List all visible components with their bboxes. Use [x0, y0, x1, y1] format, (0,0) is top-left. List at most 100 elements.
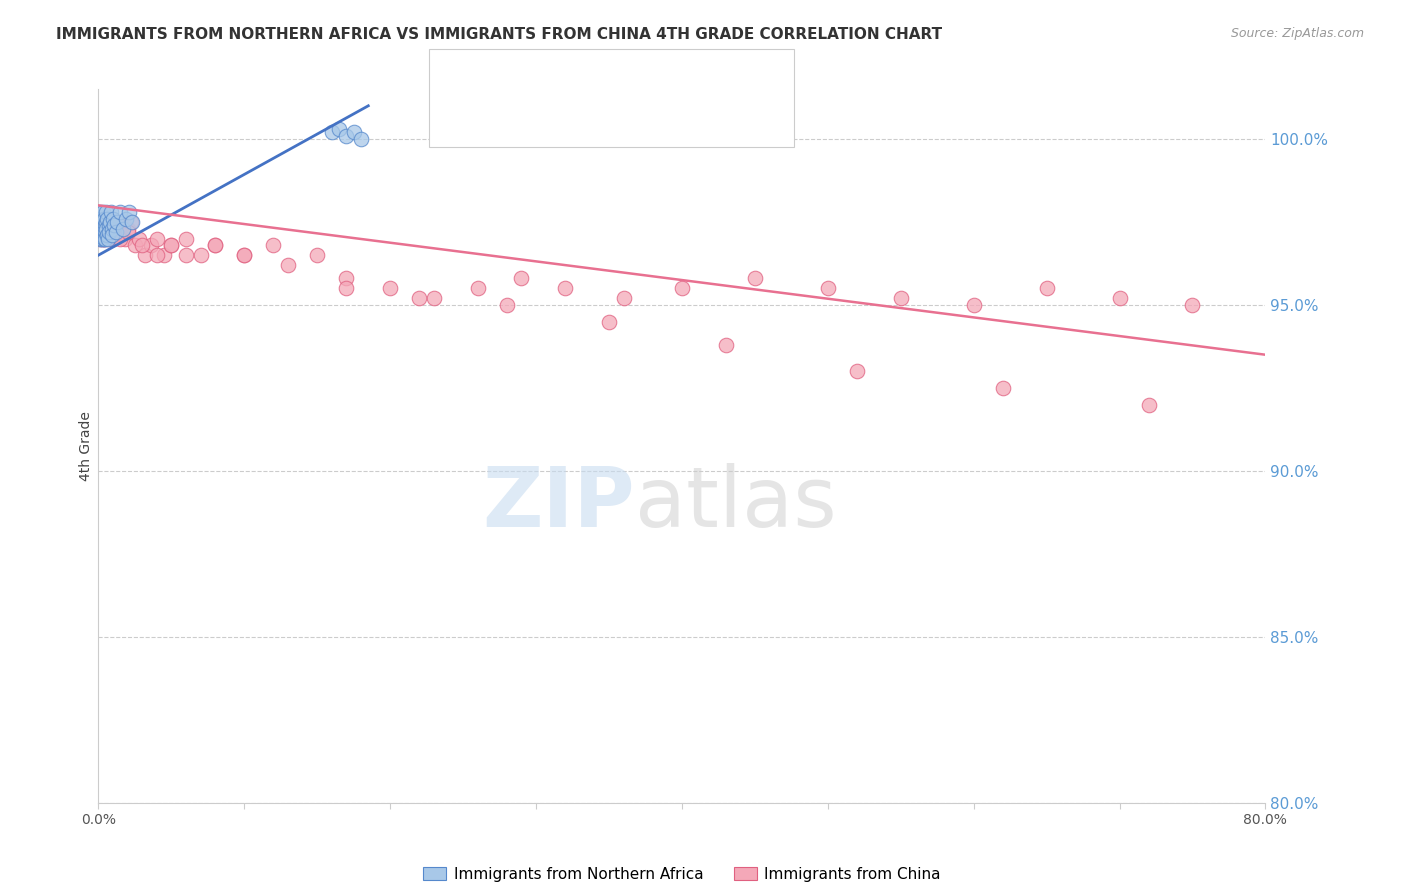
- Point: [97, 225, 120, 239]
- Point: [134, 248, 156, 262]
- Point: [343, 125, 366, 139]
- Point: [104, 215, 127, 229]
- Point: [744, 271, 766, 285]
- Point: [117, 221, 139, 235]
- Point: [146, 231, 169, 245]
- Text: R =: R =: [489, 64, 523, 79]
- Point: [495, 298, 517, 312]
- Point: [321, 125, 343, 139]
- Point: [160, 238, 183, 252]
- Point: [89, 215, 111, 229]
- Point: [335, 281, 357, 295]
- Point: [131, 238, 153, 252]
- Text: atlas: atlas: [636, 463, 837, 543]
- Point: [1108, 291, 1130, 305]
- Point: [98, 225, 121, 239]
- Point: [554, 281, 576, 295]
- Point: [98, 215, 121, 229]
- Point: [1035, 281, 1057, 295]
- Point: [1181, 298, 1204, 312]
- Point: [117, 225, 139, 239]
- Point: [89, 225, 111, 239]
- Point: [890, 291, 912, 305]
- Point: [100, 221, 122, 235]
- Point: [101, 221, 124, 235]
- Point: [335, 271, 357, 285]
- Point: [98, 215, 121, 229]
- Point: [91, 225, 114, 239]
- Point: [97, 221, 120, 235]
- Point: [121, 215, 143, 229]
- Point: [91, 225, 114, 239]
- Text: N = 44: N = 44: [623, 64, 676, 79]
- Point: [96, 228, 118, 243]
- Text: Source: ZipAtlas.com: Source: ZipAtlas.com: [1230, 27, 1364, 40]
- Point: [467, 281, 489, 295]
- Point: [714, 338, 737, 352]
- Point: [91, 221, 114, 235]
- Point: [96, 225, 118, 239]
- Point: [423, 291, 446, 305]
- Point: [233, 248, 256, 262]
- Point: [190, 248, 212, 262]
- Point: [114, 231, 136, 245]
- Point: [845, 364, 868, 378]
- Point: [90, 219, 112, 233]
- Point: [160, 238, 183, 252]
- Point: [93, 231, 115, 245]
- Point: [307, 248, 329, 262]
- Point: [262, 238, 284, 252]
- Point: [97, 231, 120, 245]
- Point: [93, 221, 115, 235]
- Point: [89, 231, 111, 245]
- Point: [120, 215, 142, 229]
- Point: [94, 221, 117, 235]
- Point: [96, 221, 118, 235]
- Point: [378, 281, 402, 295]
- Point: [110, 231, 132, 245]
- Text: -0.244: -0.244: [543, 103, 598, 118]
- Point: [110, 205, 132, 219]
- Point: [101, 231, 124, 245]
- Point: [89, 231, 111, 245]
- Point: [111, 219, 134, 233]
- Text: IMMIGRANTS FROM NORTHERN AFRICA VS IMMIGRANTS FROM CHINA 4TH GRADE CORRELATION C: IMMIGRANTS FROM NORTHERN AFRICA VS IMMIG…: [56, 27, 942, 42]
- Point: [90, 221, 112, 235]
- Point: [112, 221, 135, 235]
- Point: [90, 225, 112, 239]
- Point: [94, 205, 117, 219]
- Point: [100, 219, 122, 233]
- Point: [89, 215, 111, 229]
- Point: [101, 211, 124, 226]
- Point: [233, 248, 256, 262]
- Legend: Immigrants from Northern Africa, Immigrants from China: Immigrants from Northern Africa, Immigra…: [418, 861, 946, 888]
- Point: [139, 238, 162, 252]
- Point: [962, 298, 984, 312]
- Point: [97, 231, 120, 245]
- Point: [817, 281, 839, 295]
- Point: [94, 215, 117, 229]
- Point: [90, 215, 112, 229]
- Point: [91, 215, 114, 229]
- Point: [153, 248, 176, 262]
- Point: [335, 128, 357, 143]
- Point: [94, 225, 117, 239]
- Point: [174, 231, 197, 245]
- Point: [408, 291, 430, 305]
- Point: [90, 228, 112, 243]
- Point: [90, 211, 112, 226]
- Point: [174, 248, 197, 262]
- Point: [93, 231, 115, 245]
- Point: [204, 238, 226, 252]
- Point: [91, 225, 114, 239]
- Point: [118, 205, 141, 219]
- Point: [96, 211, 118, 226]
- Point: [89, 225, 111, 239]
- Point: [104, 225, 127, 239]
- Point: [103, 221, 125, 235]
- Point: [100, 205, 122, 219]
- Point: [146, 248, 169, 262]
- Point: [108, 225, 131, 239]
- Point: [89, 205, 111, 219]
- Point: [98, 225, 121, 239]
